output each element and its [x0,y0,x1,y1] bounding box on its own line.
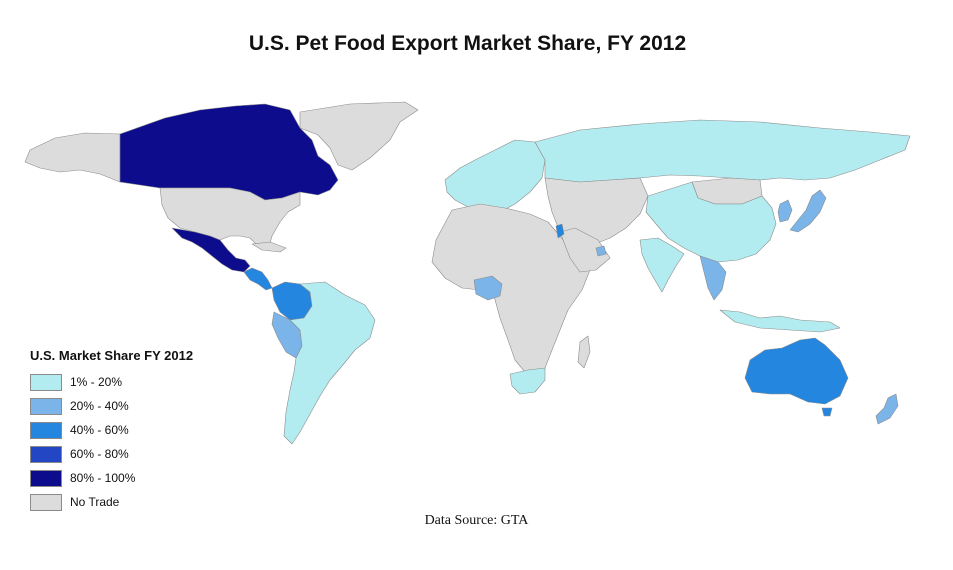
region-caribbean [251,241,287,253]
legend-item: 40% - 60% [30,422,230,446]
region-china [645,181,777,263]
region-arabia [559,227,611,273]
map-title: U.S. Pet Food Export Market Share, FY 20… [248,32,687,55]
region-southeast-asia [699,255,727,301]
legend-label: No Trade [70,495,120,509]
legend-label: 1% - 20% [70,375,123,389]
region-new-zealand [875,393,899,425]
region-uae [595,245,607,257]
legend-swatch [30,374,62,391]
region-japan [789,189,827,233]
region-india [639,237,685,293]
legend-item: 80% - 100% [30,470,230,494]
legend-item: 1% - 20% [30,374,230,398]
data-source: Data Source: GTA [424,513,529,528]
region-africa [431,203,591,373]
legend-label: 60% - 80% [70,447,129,461]
legend-swatch [30,494,62,511]
region-greenland [299,101,419,171]
region-indonesia [719,309,841,333]
legend-label: 40% - 60% [70,423,129,437]
legend-title: U.S. Market Share FY 2012 [30,348,194,363]
legend: U.S. Market Share FY 2012 1% - 20% 20% -… [30,348,230,518]
region-russia [534,119,911,183]
legend-swatch [30,470,62,487]
legend-label: 20% - 40% [70,399,129,413]
region-europe [444,139,546,215]
region-south-america [283,281,376,445]
region-tasmania [821,407,833,417]
legend-item: No Trade [30,494,230,518]
region-south-africa [509,367,546,395]
region-australia [744,337,849,405]
legend-item: 60% - 80% [30,446,230,470]
region-korea [777,199,793,223]
region-israel [555,223,565,239]
legend-swatch [30,398,62,415]
legend-label: 80% - 100% [70,471,136,485]
region-mexico [171,227,251,273]
region-central-america [243,267,273,291]
legend-swatch [30,446,62,463]
region-alaska [24,132,121,183]
region-madagascar [577,335,591,369]
region-nigeria [473,275,503,301]
legend-swatch [30,422,62,439]
legend-item: 20% - 40% [30,398,230,422]
